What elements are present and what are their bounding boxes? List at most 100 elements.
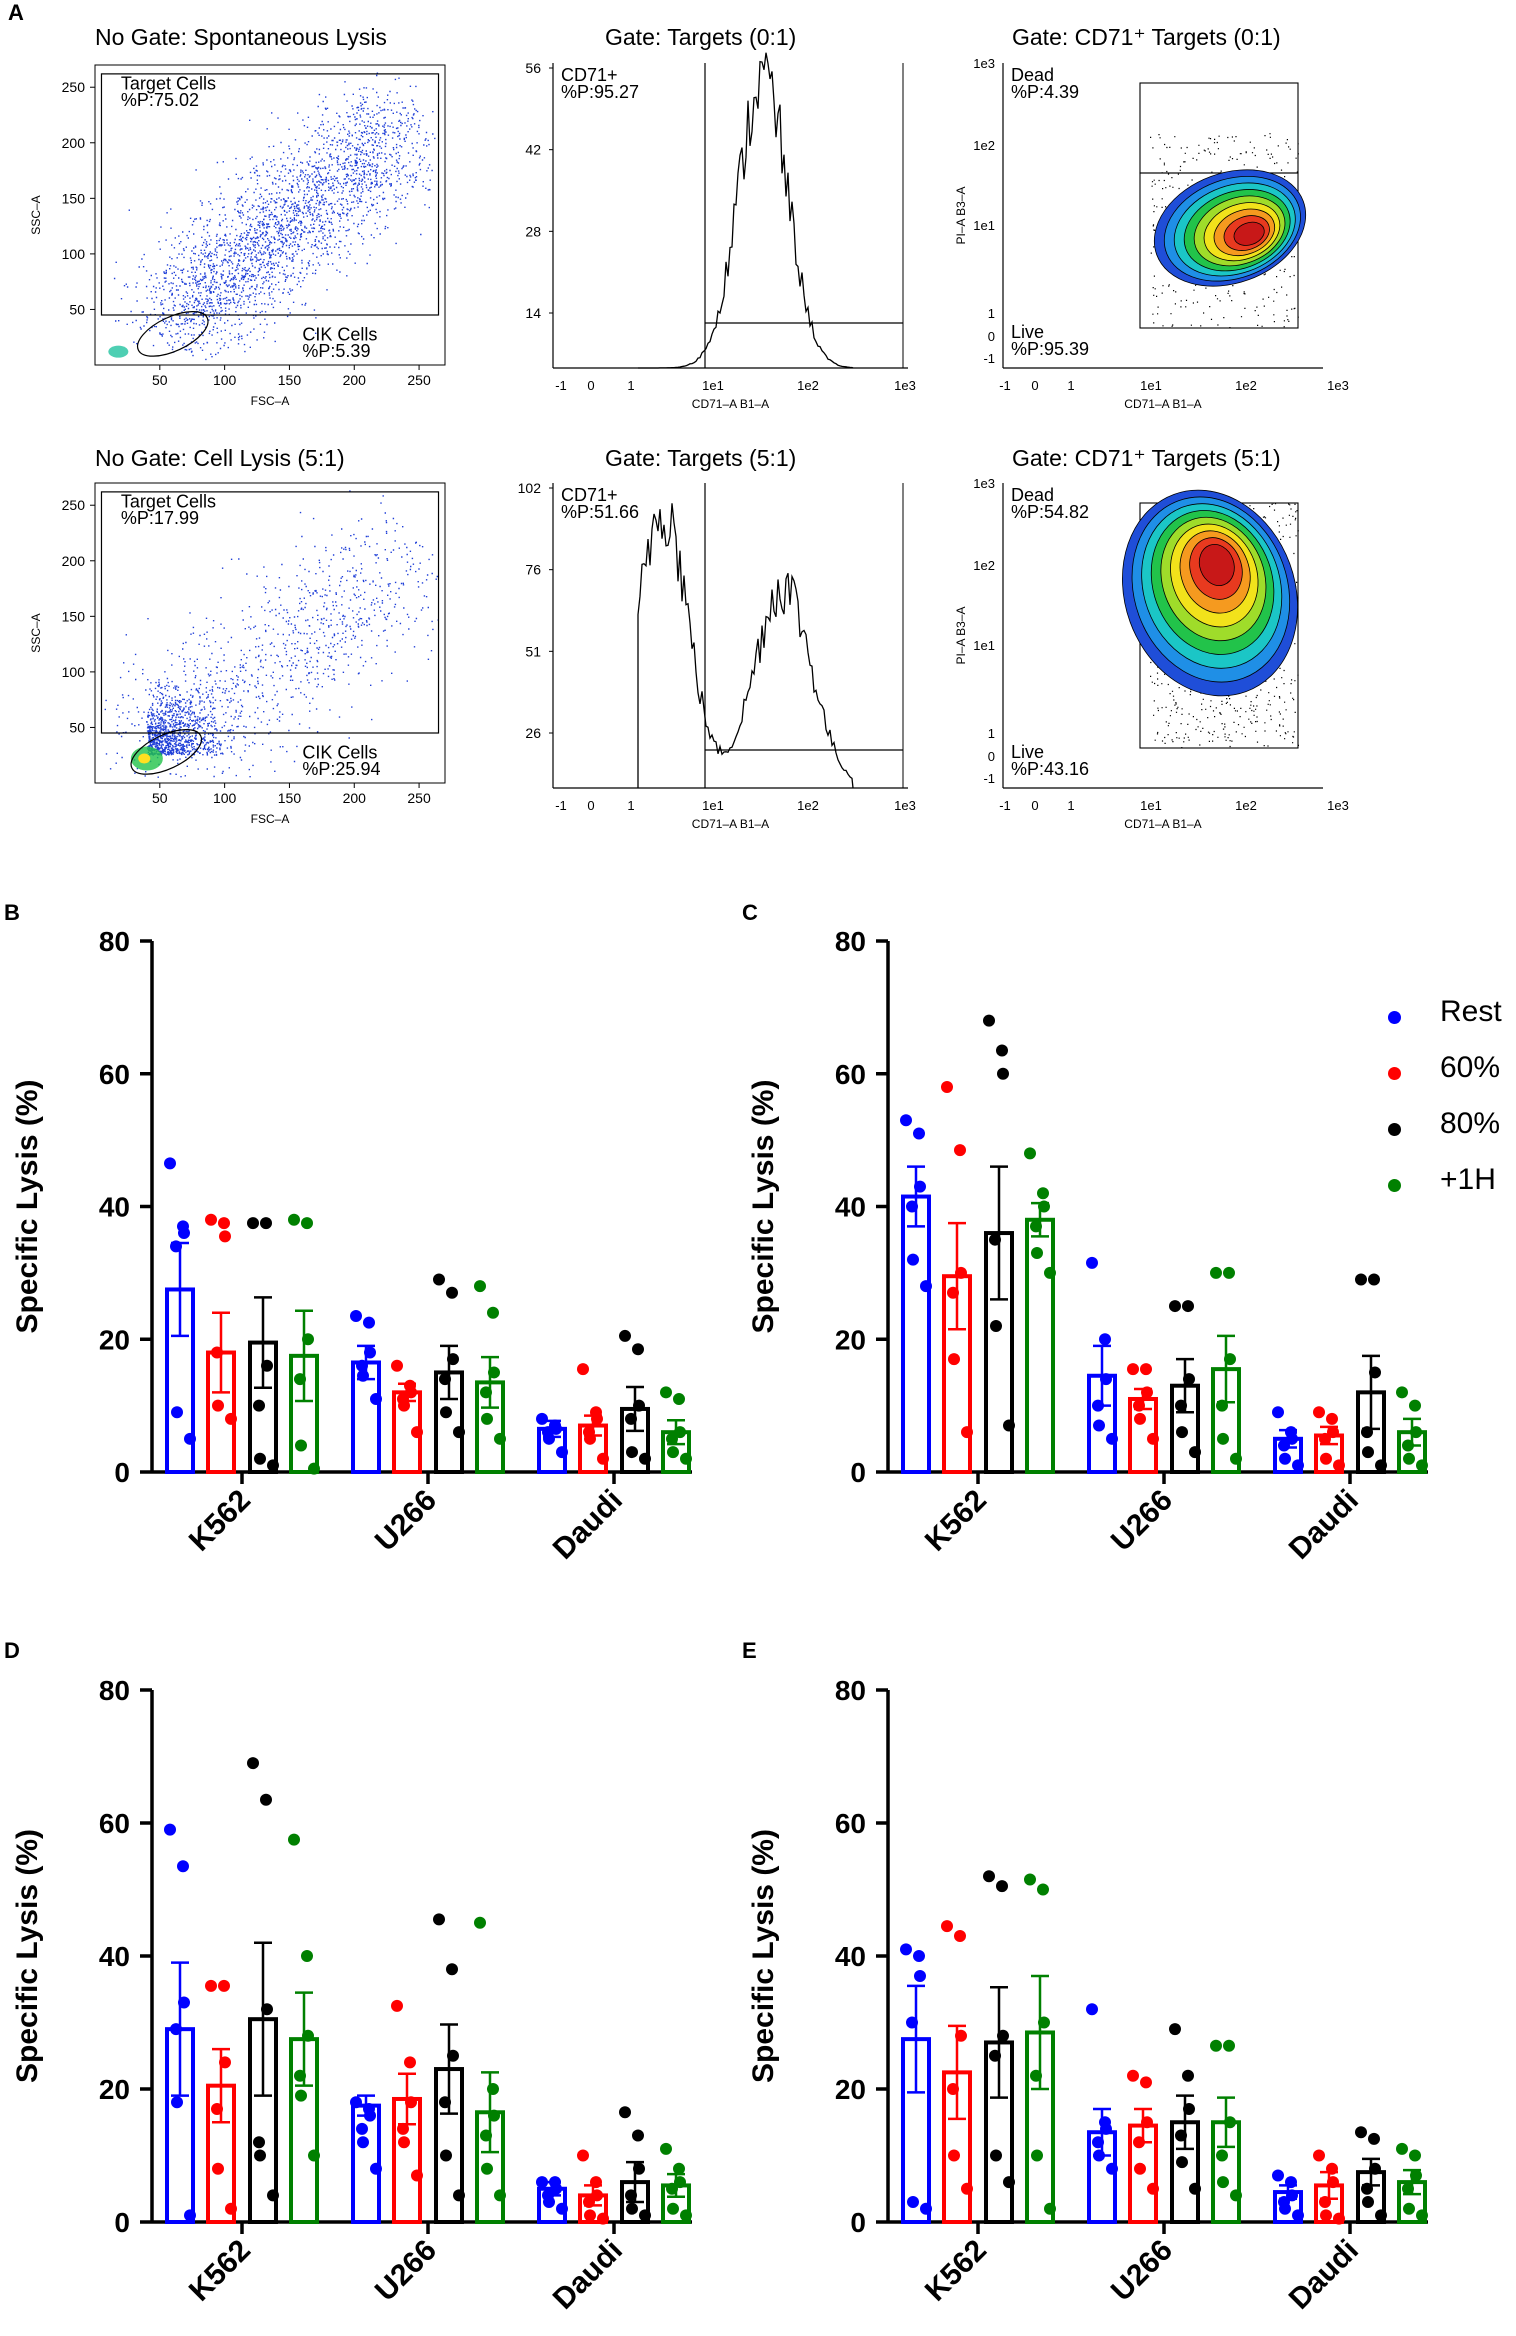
data-point-80 <box>439 2096 451 2109</box>
y-tick-label: 0 <box>850 1457 866 1488</box>
data-point-60 <box>1333 2212 1345 2225</box>
data-point-60 <box>405 2096 417 2109</box>
legend-item-rest: Rest <box>1388 995 1516 1035</box>
data-point-60 <box>591 2189 603 2202</box>
data-point-rest <box>550 2182 562 2195</box>
data-point-1h <box>674 2176 686 2189</box>
data-point-rest <box>1285 2176 1297 2189</box>
data-point-rest <box>171 2096 183 2109</box>
x-tick-label: 1e1 <box>702 378 724 393</box>
data-point-80 <box>247 1757 259 1770</box>
y-tick-label: 1e3 <box>973 476 995 491</box>
data-point-rest <box>1292 1459 1304 1472</box>
category-label-daudi: Daudi <box>547 1484 629 1566</box>
data-point-80 <box>446 1963 458 1976</box>
data-point-1h <box>1416 2209 1428 2222</box>
x-tick-label: 1e3 <box>1327 798 1349 813</box>
data-point-80 <box>625 1412 637 1425</box>
data-point-60 <box>947 1286 959 1299</box>
x-tick-label: 1 <box>627 798 634 813</box>
data-point-rest <box>920 2202 932 2215</box>
gate-pct-dead: %P:4.39 <box>1011 82 1079 102</box>
hist-title-row1: Gate: Targets (0:1) <box>605 24 797 50</box>
data-point-60 <box>584 1432 596 1445</box>
data-point-60 <box>954 1144 966 1157</box>
y-tick-label: 80 <box>99 1675 130 1706</box>
scatter-plot-row1: Target Cells%P:75.02 CIK Cells%P:5.39 50 10… <box>29 64 446 408</box>
category-label-daudi: Daudi <box>547 2234 629 2316</box>
data-point-80 <box>1361 2182 1373 2195</box>
y-tick-label: 0 <box>988 749 995 764</box>
data-point-80 <box>996 1880 1008 1893</box>
data-point-rest <box>906 2016 918 2029</box>
gate-pct-cd71: %P:51.66 <box>561 502 639 522</box>
y-tick-label: 60 <box>835 1808 866 1839</box>
y-tick-label: 250 <box>62 497 86 513</box>
y-tick-label: 0 <box>850 2207 866 2238</box>
data-point-80 <box>1183 2102 1195 2115</box>
data-point-60 <box>948 2149 960 2162</box>
data-point-1h <box>1217 1432 1229 1445</box>
data-point-80 <box>267 2189 279 2202</box>
y-tick-label: 100 <box>62 246 86 262</box>
gate-label-target: Target Cells <box>121 73 216 93</box>
data-point-80 <box>1355 2126 1367 2139</box>
x-tick-label: 0 <box>1031 378 1038 393</box>
data-point-60 <box>591 1412 603 1425</box>
data-point-rest <box>350 2096 362 2109</box>
category-label-u266: U266 <box>1105 2234 1179 2308</box>
data-point-60 <box>218 1217 230 1230</box>
x-tick-label: 1e1 <box>1140 798 1162 813</box>
data-point-1h <box>1044 1266 1056 1279</box>
data-point-60 <box>577 1363 589 1376</box>
data-point-60 <box>398 2136 410 2149</box>
bar-rest-k562 <box>901 1194 931 1474</box>
data-point-rest <box>914 1180 926 1193</box>
y-tick-label: -1 <box>983 771 995 786</box>
y-tick-label: 1e1 <box>973 218 995 233</box>
data-point-80 <box>1182 1300 1194 1313</box>
data-point-60 <box>405 1386 417 1399</box>
data-point-rest <box>536 2176 548 2189</box>
y-tick-label: 0 <box>988 329 995 344</box>
data-point-rest <box>1292 2209 1304 2222</box>
data-point-80 <box>440 2149 452 2162</box>
y-tick-label: 80 <box>99 926 130 957</box>
data-point-1h <box>288 1213 300 1226</box>
data-point-80 <box>1368 1273 1380 1286</box>
data-point-60 <box>1134 1412 1146 1425</box>
data-point-1h <box>667 2202 679 2215</box>
data-point-1h <box>308 2149 320 2162</box>
data-point-rest <box>1106 1432 1118 1445</box>
data-point-80 <box>639 2209 651 2222</box>
data-point-1h <box>1037 1187 1049 1200</box>
data-point-60 <box>219 1230 231 1243</box>
data-point-1h <box>1216 1399 1228 1412</box>
data-point-1h <box>488 1366 500 1379</box>
data-point-rest <box>913 1127 925 1140</box>
data-point-60 <box>1320 2209 1332 2222</box>
bar-chart-e: 0 20 40 60 80 Specific Lysis (%) K562 U266 Daudi <box>747 1675 1428 2316</box>
x-tick-label: 1 <box>627 378 634 393</box>
cik-cells-gate <box>136 311 209 357</box>
scatter-title-row1: No Gate: Spontaneous Lysis <box>95 24 387 50</box>
category-label-k562: K562 <box>183 1484 257 1558</box>
data-point-60 <box>225 1412 237 1425</box>
x-tick-label: 1e2 <box>1235 378 1257 393</box>
data-point-1h <box>1396 2142 1408 2155</box>
y-tick-label: 60 <box>835 1059 866 1090</box>
x-tick-label: 1e1 <box>702 798 724 813</box>
data-point-60 <box>597 1452 609 1465</box>
data-point-1h <box>481 1412 493 1425</box>
data-point-rest <box>164 1157 176 1170</box>
data-point-rest <box>184 2209 196 2222</box>
data-point-1h <box>1044 2202 1056 2215</box>
data-point-80 <box>261 1359 273 1372</box>
data-point-1h <box>494 1432 506 1445</box>
data-point-rest <box>1093 2149 1105 2162</box>
data-point-60 <box>398 1399 410 1412</box>
data-point-60 <box>205 1213 217 1226</box>
legend-label-60: 60% <box>1440 1051 1501 1084</box>
data-point-1h <box>1031 2149 1043 2162</box>
